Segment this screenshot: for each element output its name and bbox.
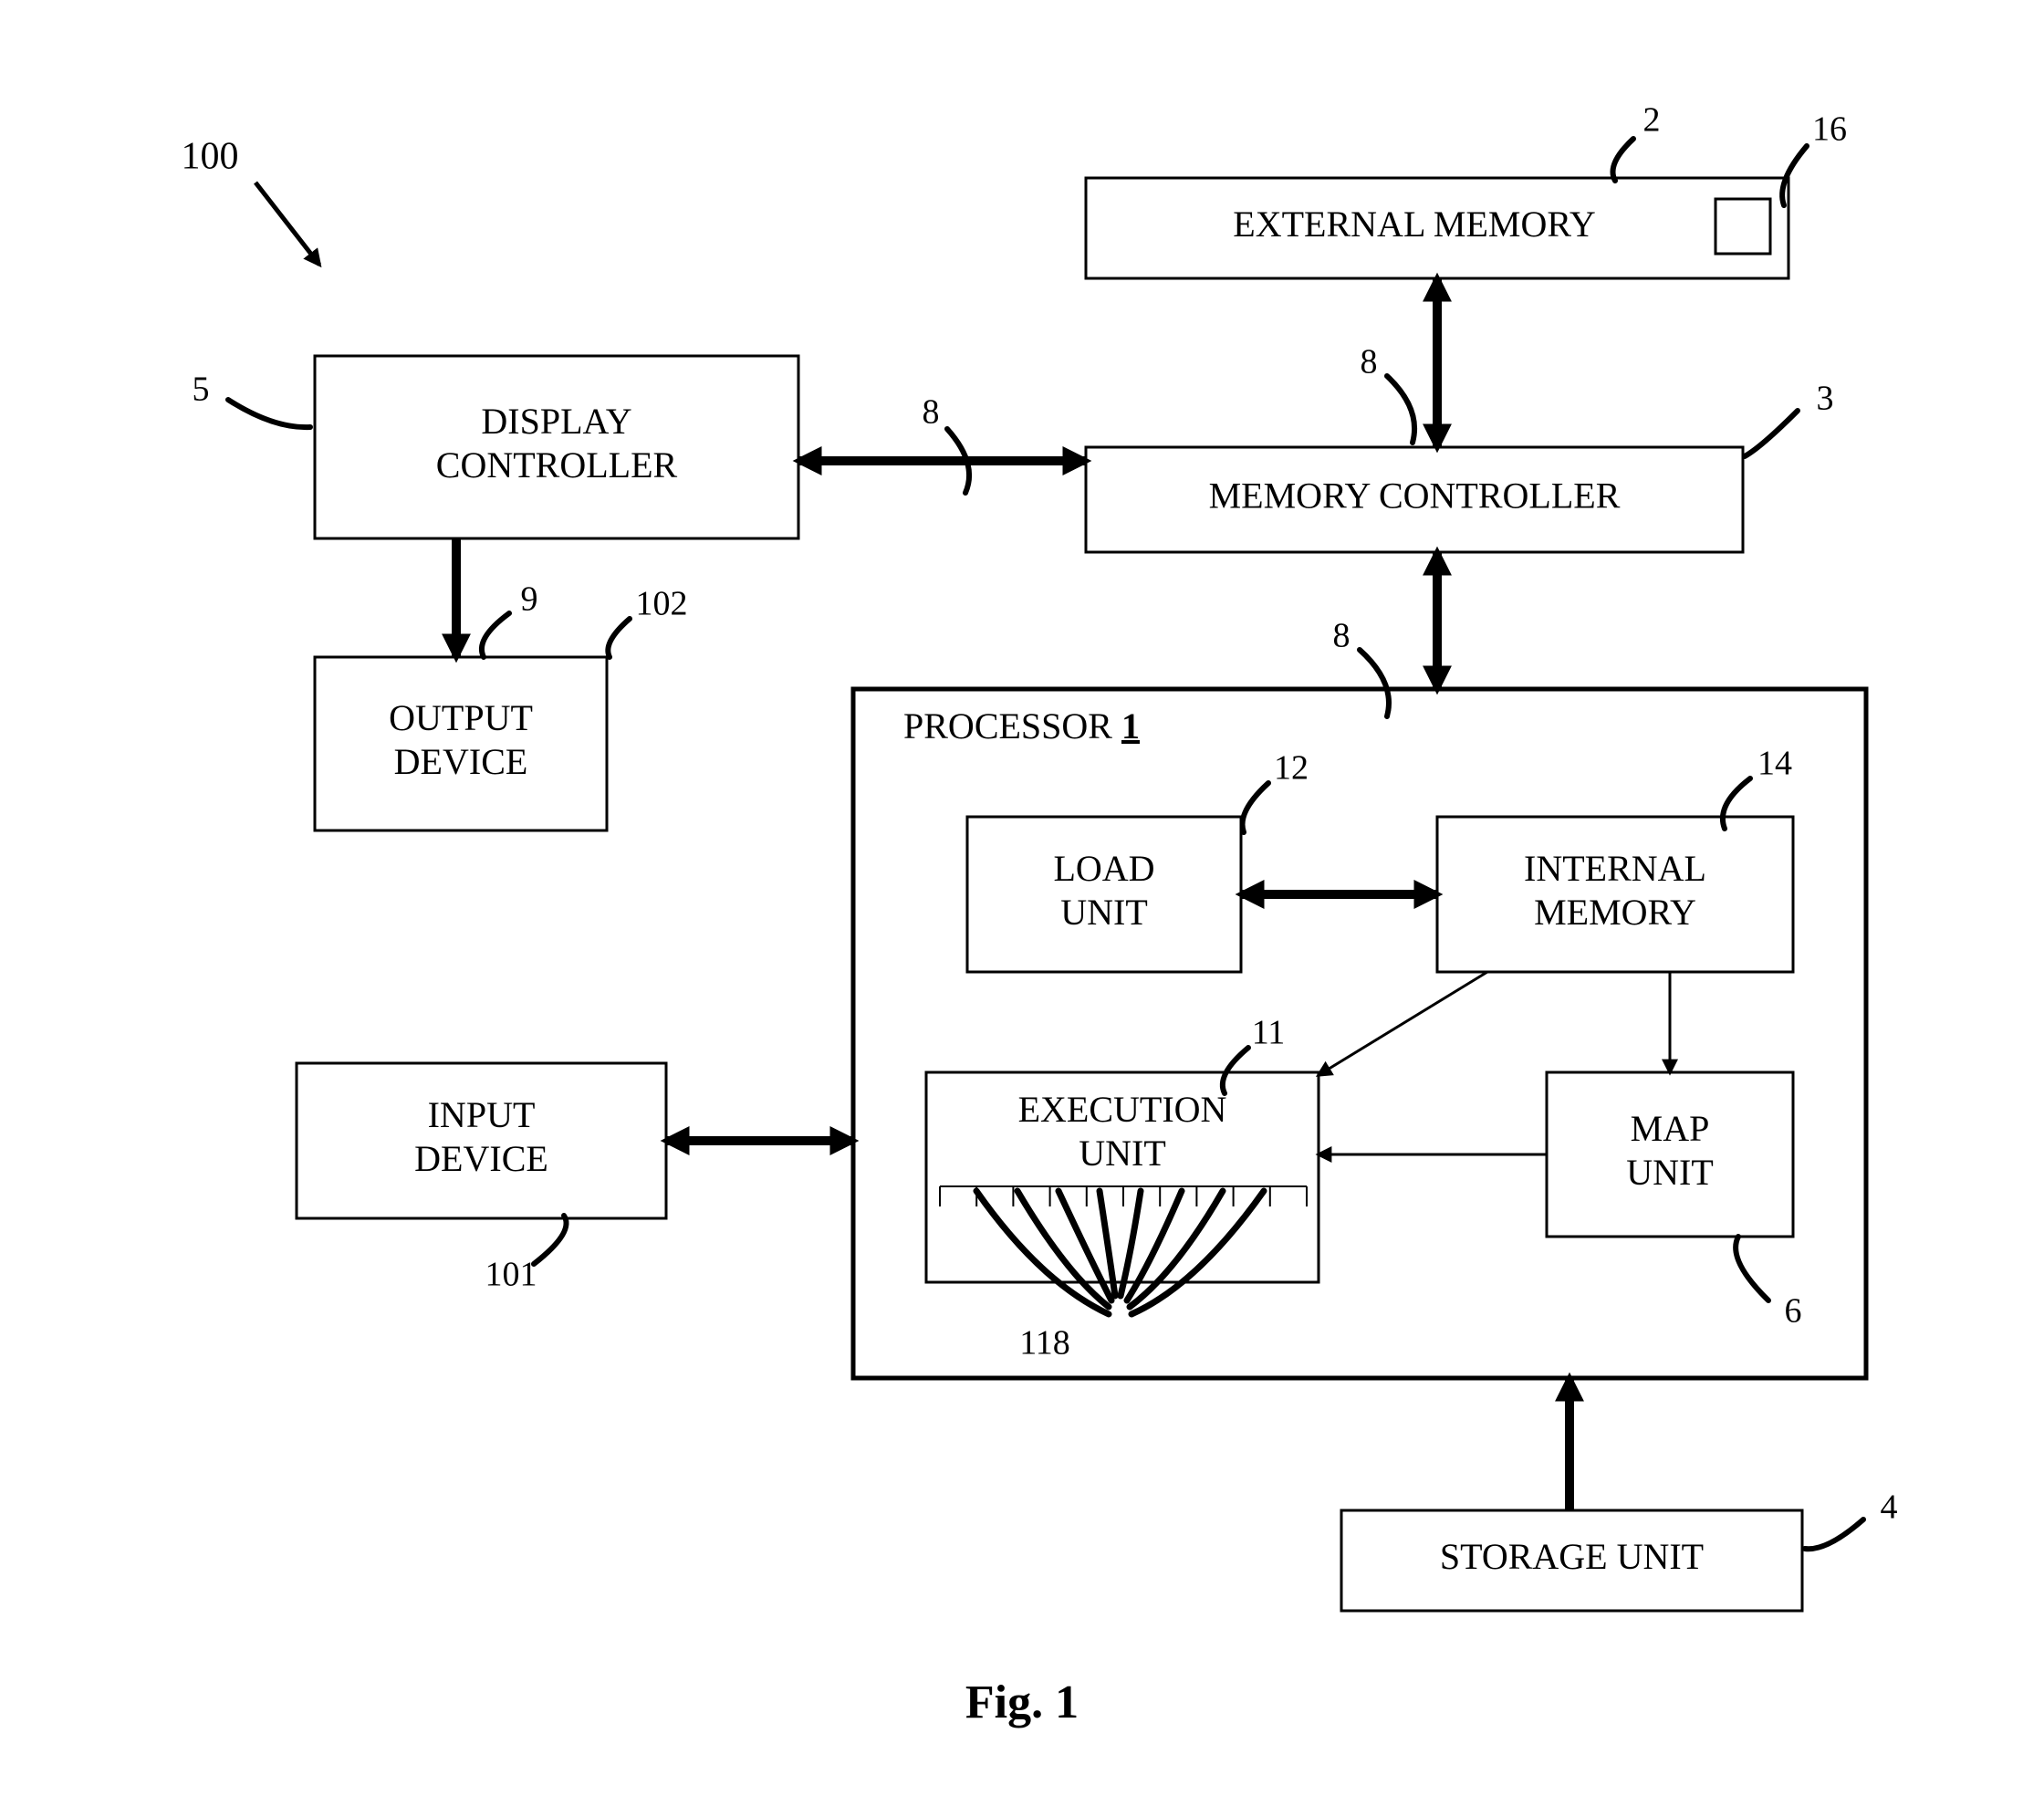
refnum-4: 4 [1881, 1488, 1898, 1527]
refnum-3: 3 [1817, 380, 1834, 418]
refnum-5: 5 [193, 371, 210, 409]
refnum-6: 6 [1785, 1292, 1802, 1331]
lead-line [228, 400, 310, 427]
internal-memory-label: MEMORY [1534, 892, 1696, 933]
refnum-8: 8 [923, 393, 940, 432]
refnum-100: 100 [182, 136, 239, 178]
storage-unit-label: STORAGE UNIT [1440, 1536, 1704, 1577]
lead-line [1387, 376, 1414, 443]
display-controller-label: CONTROLLER [436, 444, 678, 486]
internal-memory-label: INTERNAL [1524, 848, 1706, 889]
refnum-8: 8 [1361, 343, 1378, 381]
lead-line [608, 619, 630, 657]
refnum-14: 14 [1757, 745, 1792, 783]
map-unit-label: UNIT [1626, 1152, 1714, 1193]
lead-line [1613, 139, 1634, 181]
figure-caption: Fig. 1 [965, 1676, 1079, 1728]
load-unit-label: LOAD [1053, 848, 1154, 889]
refnum-16: 16 [1812, 110, 1847, 149]
refnum-101: 101 [485, 1256, 537, 1294]
processor-label: PROCESSOR 1 [903, 705, 1140, 747]
execution-unit-label: EXECUTION [1018, 1089, 1227, 1130]
lead-line [1745, 411, 1798, 456]
lead-line [482, 613, 509, 657]
lead-line [1805, 1519, 1863, 1549]
external-memory-slot-box [1716, 199, 1770, 254]
refnum-102: 102 [636, 585, 688, 623]
refnum-8: 8 [1333, 617, 1350, 655]
output-device-label: DEVICE [394, 741, 528, 782]
input-device-label: INPUT [428, 1094, 536, 1135]
memory-controller-label: MEMORY CONTROLLER [1209, 475, 1621, 517]
refnum-11: 11 [1252, 1014, 1286, 1052]
external-memory-label: EXTERNAL MEMORY [1233, 204, 1595, 245]
refnum-12: 12 [1274, 749, 1309, 788]
map-unit-label: MAP [1631, 1108, 1710, 1149]
refnum-2: 2 [1643, 101, 1661, 140]
execution-unit-label: UNIT [1079, 1133, 1166, 1174]
load-unit-label: UNIT [1060, 892, 1148, 933]
refnum-9: 9 [521, 580, 538, 619]
output-device-label: OUTPUT [389, 697, 533, 738]
refnum-118: 118 [1019, 1324, 1070, 1363]
lead-100-arrow [256, 183, 319, 265]
input-device-label: DEVICE [414, 1138, 548, 1179]
lead-line [534, 1216, 567, 1264]
display-controller-label: DISPLAY [481, 401, 631, 442]
